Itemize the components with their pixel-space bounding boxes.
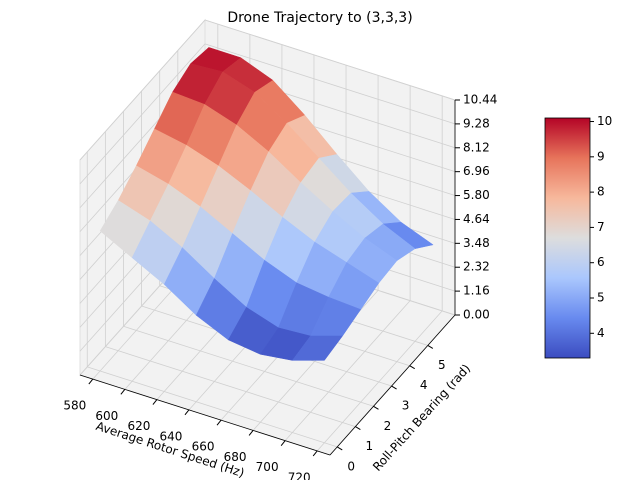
x-tick-label: 640 xyxy=(160,429,183,443)
y-tick xyxy=(336,446,343,451)
x-tick xyxy=(88,378,94,385)
grid-line xyxy=(105,346,356,427)
y-tick-label: 1 xyxy=(366,439,374,453)
z-tick-label: 10.44 xyxy=(463,93,497,107)
colorbar-tick-label: 4 xyxy=(597,326,605,340)
x-tick-label: 600 xyxy=(95,409,118,423)
colorbar xyxy=(544,117,591,359)
x-tick-label: 680 xyxy=(224,450,247,464)
colorbar-tick-label: 5 xyxy=(597,291,605,305)
grid-line xyxy=(284,300,411,441)
grid-line xyxy=(79,19,206,161)
z-tick-label: 2.32 xyxy=(463,260,490,274)
z-tick-label: 6.96 xyxy=(463,164,490,178)
z-tick-label: 5.80 xyxy=(463,188,490,202)
y-tick xyxy=(427,345,434,349)
grid-line xyxy=(204,43,456,125)
y-tick-label: 0 xyxy=(347,459,355,473)
x-tick xyxy=(312,450,318,457)
x-tick xyxy=(216,419,222,426)
x-tick xyxy=(120,389,126,395)
axis-line xyxy=(79,374,331,456)
grid-line xyxy=(123,325,374,407)
x-tick xyxy=(152,399,158,405)
x-tick-label: 660 xyxy=(192,440,215,454)
z-tick-label: 1.16 xyxy=(463,284,490,298)
y-tick-label: 3 xyxy=(402,399,410,413)
colorbar-tick-label: 8 xyxy=(597,185,605,199)
colorbar-tick-label: 9 xyxy=(597,149,605,163)
x-tick-label: 720 xyxy=(288,470,311,480)
x-tick xyxy=(184,409,190,416)
z-tick-label: 9.28 xyxy=(463,116,490,130)
x-tick-label: 580 xyxy=(63,399,86,413)
axis-line xyxy=(329,314,456,456)
x-tick-label: 620 xyxy=(127,419,150,433)
colorbar-tick-label: 7 xyxy=(597,220,605,234)
x-tick xyxy=(248,430,254,436)
y-tick-label: 4 xyxy=(420,378,428,392)
colorbar-tick-label: 10 xyxy=(597,114,612,128)
x-tick-label: 700 xyxy=(256,460,279,474)
chart-title: Drone Trajectory to (3,3,3) xyxy=(227,10,412,26)
grid-line xyxy=(79,43,206,185)
y-tick-label: 5 xyxy=(438,358,446,372)
surface-face xyxy=(291,335,343,361)
z-tick-label: 8.12 xyxy=(463,140,490,154)
grid-line xyxy=(316,310,443,452)
y-tick xyxy=(373,405,379,410)
y-tick xyxy=(409,365,415,370)
z-tick-label: 0.00 xyxy=(463,308,490,322)
y-tick xyxy=(355,426,361,431)
z-tick-label: 4.64 xyxy=(463,212,490,226)
grid-line xyxy=(204,19,456,101)
x-tick xyxy=(280,440,286,446)
y-tick-label: 2 xyxy=(384,419,392,433)
y-tick xyxy=(391,385,397,390)
colorbar-tick-label: 6 xyxy=(597,255,605,269)
grid-line xyxy=(87,366,338,448)
z-tick-label: 3.48 xyxy=(463,236,490,250)
